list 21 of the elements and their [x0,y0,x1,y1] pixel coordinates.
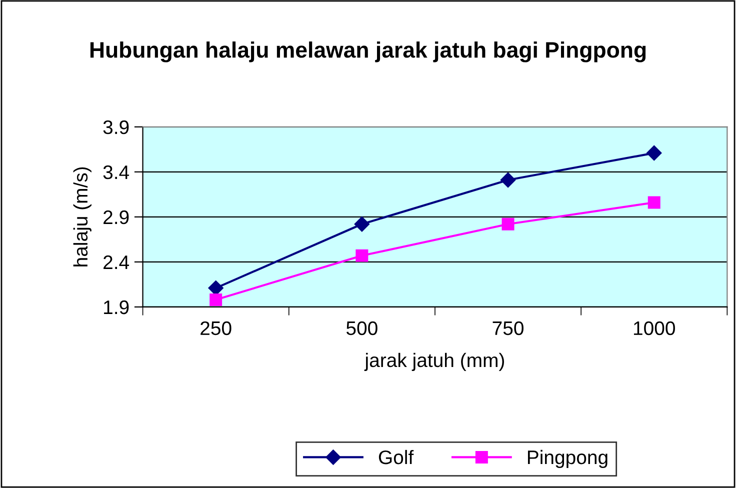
legend-label: Golf [378,450,414,464]
y-tick-label: 2.9 [104,210,129,224]
point [648,196,660,209]
point [354,216,370,232]
point [646,145,662,161]
point [210,294,222,306]
y-tick-label: 2.4 [104,255,130,269]
y-tick-label: 3.9 [103,120,129,134]
legend-label: Pingpong [528,450,608,468]
x-tick-label: 250 [200,321,232,336]
x-axis-title: jarak jatuh (mm) [364,352,504,371]
chart-title: Hubungan halaju melawan jarak jatuh bagi Pingpong [90,41,646,62]
y-tick-label: 1.9 [104,300,129,314]
x-tick-label: 750 [492,321,524,336]
y-tick-label: 3.4 [103,165,130,180]
y-axis-title: halaju (m/s) [73,167,92,266]
point [356,249,368,262]
x-tick-label: 1000 [634,321,675,336]
point [500,172,516,188]
x-tick-label: 500 [346,321,378,336]
point [502,218,514,230]
